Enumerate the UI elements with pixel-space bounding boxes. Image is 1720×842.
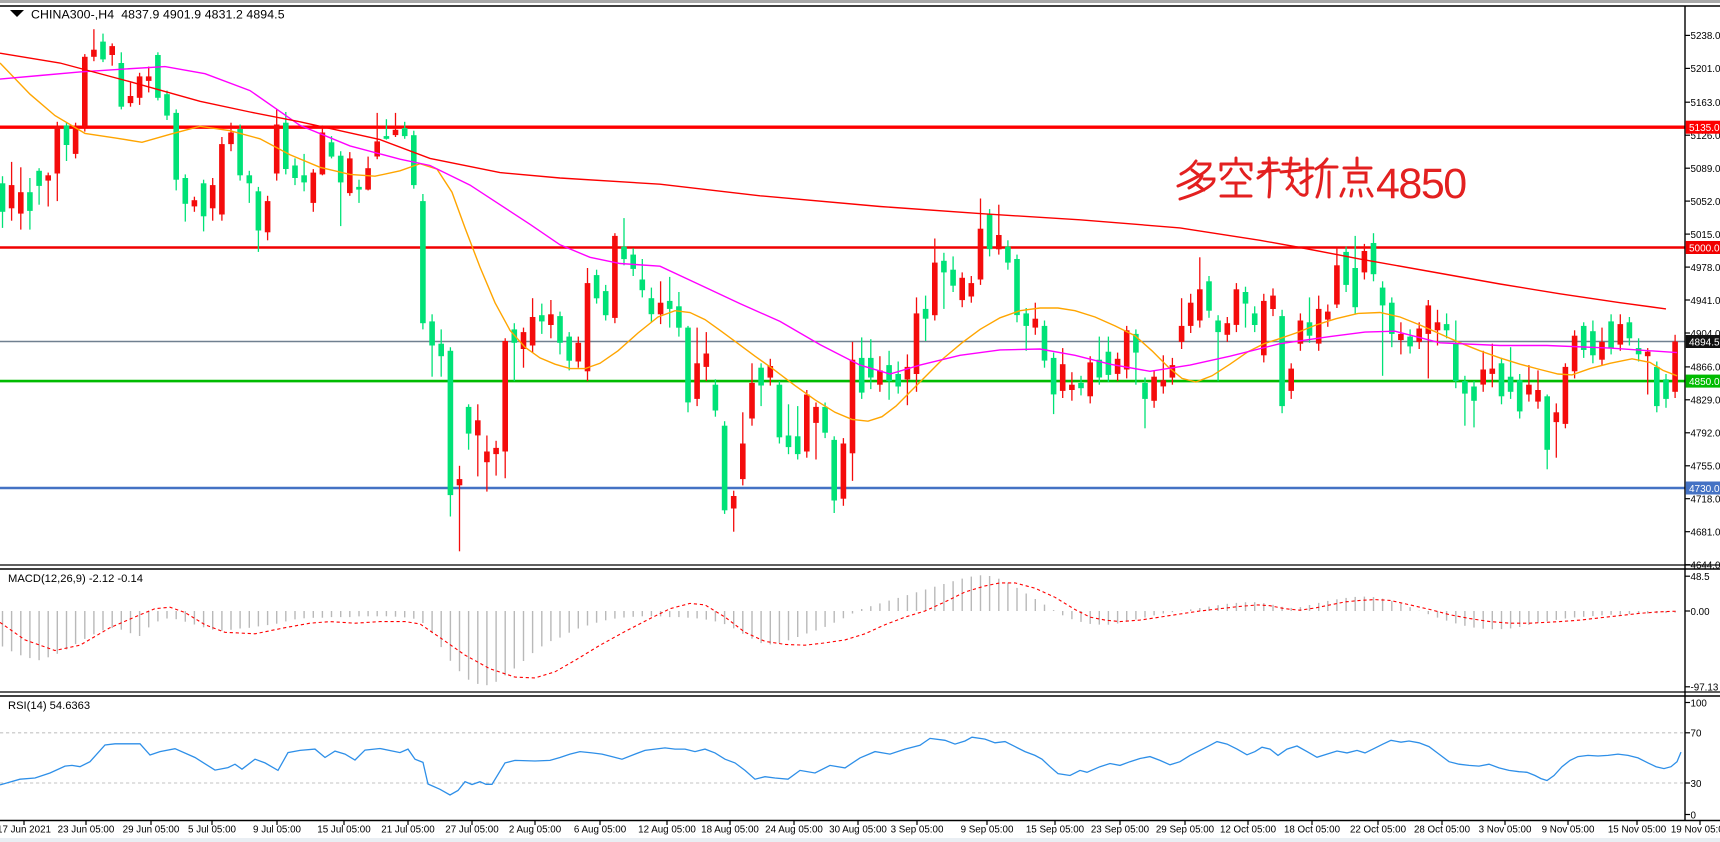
svg-text:MACD(12,26,9) -2.12 -0.14: MACD(12,26,9) -2.12 -0.14 <box>8 573 143 585</box>
svg-text:15 Nov 05:00: 15 Nov 05:00 <box>1608 825 1667 836</box>
svg-text:23 Sep 05:00: 23 Sep 05:00 <box>1091 825 1150 836</box>
svg-text:5015.0: 5015.0 <box>1691 230 1720 241</box>
svg-text:27 Jul 05:00: 27 Jul 05:00 <box>445 825 499 836</box>
svg-text:5163.0: 5163.0 <box>1691 98 1720 109</box>
svg-text:29 Sep 05:00: 29 Sep 05:00 <box>1156 825 1215 836</box>
svg-text:15 Jul 05:00: 15 Jul 05:00 <box>317 825 371 836</box>
svg-text:0.00: 0.00 <box>1691 607 1711 618</box>
svg-text:4904.0: 4904.0 <box>1691 329 1720 340</box>
svg-text:CHINA300-,H4 4837.9 4901.9 48: CHINA300-,H4 4837.9 4901.9 4831.2 4894.5 <box>31 8 285 22</box>
svg-text:-97.13: -97.13 <box>1691 683 1719 694</box>
svg-text:15 Sep 05:00: 15 Sep 05:00 <box>1026 825 1085 836</box>
svg-text:21 Jul 05:00: 21 Jul 05:00 <box>381 825 435 836</box>
svg-text:4850.0: 4850.0 <box>1689 377 1720 388</box>
svg-text:30: 30 <box>1691 779 1702 790</box>
svg-text:18 Aug 05:00: 18 Aug 05:00 <box>701 825 759 836</box>
svg-text:4681.0: 4681.0 <box>1691 528 1720 539</box>
svg-text:28 Oct 05:00: 28 Oct 05:00 <box>1414 825 1471 836</box>
svg-text:12 Aug 05:00: 12 Aug 05:00 <box>638 825 696 836</box>
svg-text:24 Aug 05:00: 24 Aug 05:00 <box>765 825 823 836</box>
svg-text:70: 70 <box>1691 729 1702 740</box>
svg-text:0: 0 <box>1691 810 1697 821</box>
svg-text:4730.0: 4730.0 <box>1689 484 1720 495</box>
svg-text:4850: 4850 <box>1376 160 1466 208</box>
svg-text:3 Sep 05:00: 3 Sep 05:00 <box>891 825 944 836</box>
svg-text:30 Aug 05:00: 30 Aug 05:00 <box>829 825 887 836</box>
svg-text:12 Oct 05:00: 12 Oct 05:00 <box>1220 825 1277 836</box>
svg-text:9 Nov 05:00: 9 Nov 05:00 <box>1542 825 1595 836</box>
svg-text:22 Oct 05:00: 22 Oct 05:00 <box>1350 825 1407 836</box>
svg-text:4755.0: 4755.0 <box>1691 462 1720 473</box>
svg-text:4718.0: 4718.0 <box>1691 495 1720 506</box>
svg-text:4829.0: 4829.0 <box>1691 396 1720 407</box>
svg-text:4941.0: 4941.0 <box>1691 296 1720 307</box>
svg-text:4894.5: 4894.5 <box>1689 337 1720 348</box>
svg-text:18 Oct 05:00: 18 Oct 05:00 <box>1284 825 1341 836</box>
svg-text:4792.0: 4792.0 <box>1691 429 1720 440</box>
svg-text:RSI(14) 54.6363: RSI(14) 54.6363 <box>8 700 90 712</box>
svg-text:19 Nov 05:00: 19 Nov 05:00 <box>1671 825 1720 836</box>
svg-text:17 Jun 2021: 17 Jun 2021 <box>0 825 51 836</box>
svg-text:9 Sep 05:00: 9 Sep 05:00 <box>961 825 1014 836</box>
svg-text:4978.0: 4978.0 <box>1691 263 1720 274</box>
svg-text:23 Jun 05:00: 23 Jun 05:00 <box>58 825 115 836</box>
svg-text:4866.0: 4866.0 <box>1691 363 1720 374</box>
svg-text:29 Jun 05:00: 29 Jun 05:00 <box>123 825 180 836</box>
svg-text:6 Aug 05:00: 6 Aug 05:00 <box>574 825 627 836</box>
svg-text:5238.0: 5238.0 <box>1691 31 1720 42</box>
svg-text:100: 100 <box>1691 698 1708 709</box>
svg-text:5000.0: 5000.0 <box>1689 243 1720 254</box>
svg-text:5 Jul 05:00: 5 Jul 05:00 <box>188 825 236 836</box>
svg-text:5201.0: 5201.0 <box>1691 64 1720 75</box>
svg-text:5052.0: 5052.0 <box>1691 197 1720 208</box>
svg-text:5089.0: 5089.0 <box>1691 164 1720 175</box>
svg-text:5126.0: 5126.0 <box>1691 131 1720 142</box>
svg-text:4644.0: 4644.0 <box>1691 561 1720 572</box>
svg-text:3 Nov 05:00: 3 Nov 05:00 <box>1479 825 1532 836</box>
svg-text:9 Jul 05:00: 9 Jul 05:00 <box>253 825 301 836</box>
svg-text:2 Aug 05:00: 2 Aug 05:00 <box>509 825 562 836</box>
svg-text:48.5: 48.5 <box>1691 572 1711 583</box>
svg-text:5135.0: 5135.0 <box>1689 123 1720 134</box>
